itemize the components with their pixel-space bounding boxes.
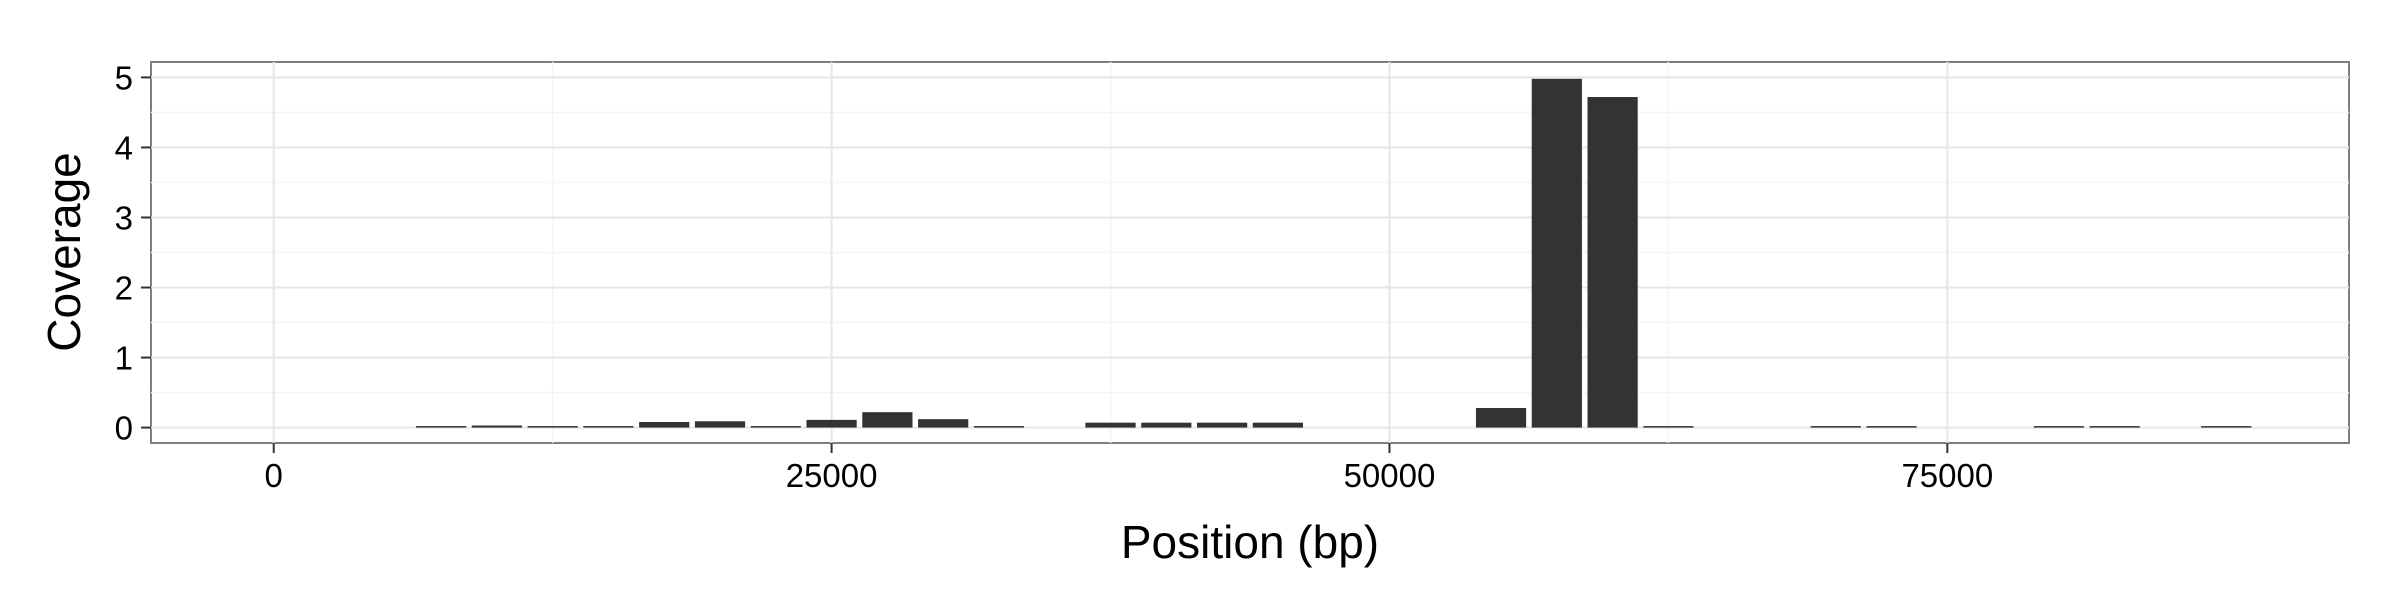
bar [750, 426, 801, 428]
x-axis-title: Position (bp) [1121, 516, 1379, 568]
bar [1252, 422, 1303, 428]
bar [2033, 426, 2085, 428]
bar [973, 426, 1025, 428]
bar [694, 421, 746, 428]
bar [527, 426, 578, 428]
x-tick-label: 75000 [1901, 457, 1993, 494]
bar [639, 421, 690, 428]
bar [1141, 422, 1192, 428]
bar [1085, 422, 1136, 428]
x-tick-label: 25000 [786, 457, 878, 494]
bar [918, 419, 969, 428]
bar [583, 426, 634, 428]
x-axis: 0 25000 50000 75000 [265, 443, 1993, 494]
y-tick-label: 0 [115, 410, 133, 447]
bar [1866, 426, 1917, 428]
y-tick-label: 5 [115, 59, 133, 96]
x-tick-label: 0 [265, 457, 283, 494]
bar [1475, 407, 1527, 428]
y-tick-label: 3 [115, 199, 133, 236]
bar [1531, 78, 1582, 428]
bar [1197, 422, 1248, 428]
bar [415, 426, 467, 428]
x-tick-label: 50000 [1344, 457, 1436, 494]
y-axis: 0 1 2 3 4 5 [115, 59, 151, 447]
y-tick-label: 4 [115, 129, 133, 166]
bar [1643, 426, 1694, 428]
y-tick-label: 1 [115, 340, 133, 377]
bar [862, 412, 913, 428]
bar [2201, 426, 2252, 428]
bars [415, 78, 2252, 428]
bar [1810, 426, 1861, 428]
bar [2089, 426, 2140, 428]
bar [806, 419, 857, 428]
y-axis-title: Coverage [38, 152, 90, 351]
bar [1587, 97, 1638, 428]
bar [471, 425, 522, 428]
y-tick-label: 2 [115, 270, 133, 307]
